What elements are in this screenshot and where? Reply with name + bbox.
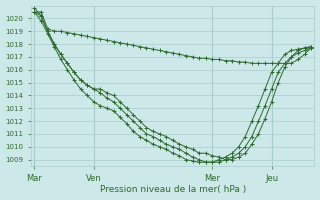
X-axis label: Pression niveau de la mer( hPa ): Pression niveau de la mer( hPa ) [100, 185, 246, 194]
